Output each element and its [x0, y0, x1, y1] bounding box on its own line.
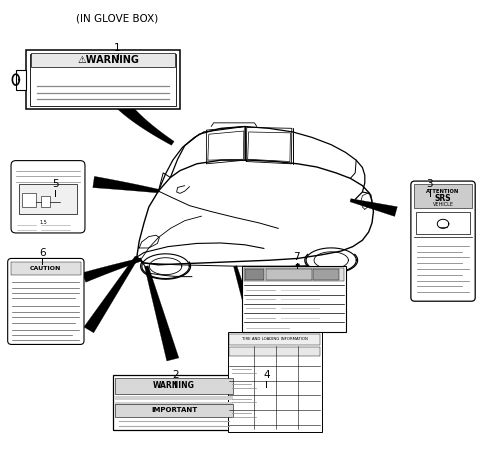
Text: CAUTION: CAUTION [30, 266, 61, 271]
Bar [414, 184, 472, 208]
Bar [30, 54, 176, 106]
Bar [22, 193, 36, 207]
Text: SRS: SRS [435, 194, 451, 203]
Text: 2: 2 [172, 370, 179, 380]
Bar [115, 378, 233, 394]
Text: 6: 6 [39, 248, 46, 258]
Text: WARNING: WARNING [153, 381, 195, 390]
Bar [416, 212, 470, 234]
Bar [242, 266, 346, 332]
Polygon shape [117, 101, 174, 145]
Bar [266, 269, 312, 280]
Bar [313, 269, 339, 280]
Text: 1.5: 1.5 [39, 220, 47, 224]
Text: VEHICLE: VEHICLE [432, 202, 454, 207]
Polygon shape [84, 256, 138, 333]
Text: 4: 4 [263, 370, 270, 380]
Polygon shape [296, 264, 307, 305]
Polygon shape [93, 177, 159, 193]
Text: 5: 5 [52, 179, 59, 189]
Polygon shape [82, 258, 142, 282]
Bar [26, 50, 180, 109]
Text: ATTENTION: ATTENTION [426, 189, 460, 193]
Polygon shape [350, 199, 397, 217]
Bar [115, 396, 233, 400]
Bar [229, 347, 320, 356]
Bar [113, 375, 235, 430]
Bar [11, 262, 81, 275]
Text: IMPORTANT: IMPORTANT [151, 407, 197, 414]
Bar [19, 184, 77, 214]
Text: 7: 7 [293, 252, 300, 262]
Polygon shape [144, 266, 179, 361]
Polygon shape [234, 266, 267, 356]
Bar [228, 332, 322, 432]
Bar [16, 70, 26, 90]
Bar [244, 268, 344, 281]
Text: 1: 1 [114, 43, 121, 53]
Bar [229, 334, 320, 345]
FancyBboxPatch shape [8, 258, 84, 344]
Text: (IN GLOVE BOX): (IN GLOVE BOX) [76, 13, 159, 23]
Text: 3: 3 [426, 179, 433, 189]
Text: TIRE AND LOADING INFORMATION: TIRE AND LOADING INFORMATION [242, 338, 308, 341]
FancyBboxPatch shape [411, 181, 475, 301]
Bar [115, 402, 233, 406]
Bar [115, 404, 233, 417]
Bar [245, 269, 264, 280]
Text: ⚠WARNING: ⚠WARNING [77, 55, 139, 65]
Bar [31, 53, 175, 67]
FancyBboxPatch shape [11, 161, 85, 233]
Bar [41, 196, 50, 207]
